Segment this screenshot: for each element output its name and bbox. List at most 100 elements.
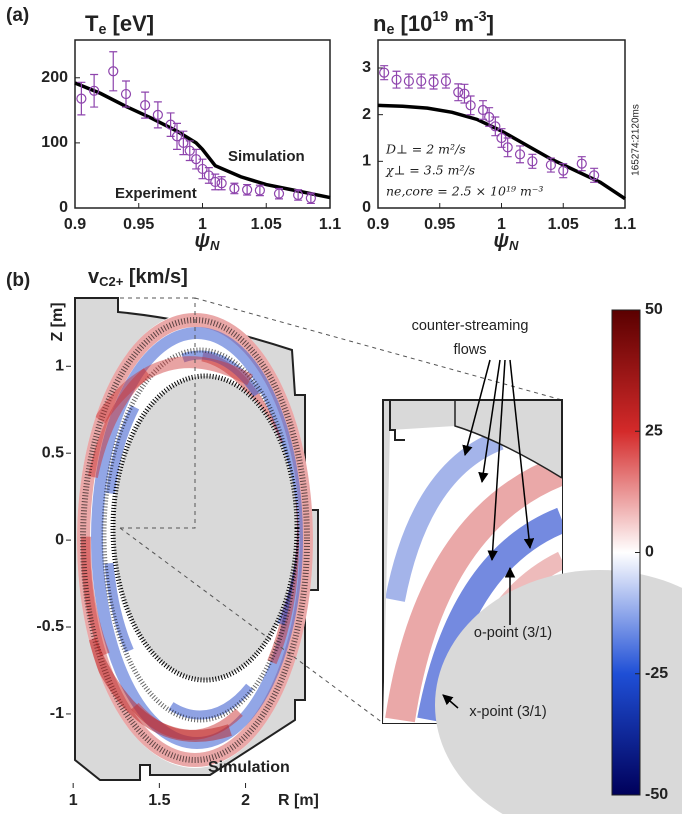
x-tick-label: 1.5 (148, 792, 170, 809)
error-bar (516, 145, 525, 164)
error-bar (392, 70, 401, 89)
error-bar (454, 83, 463, 102)
annotation: o-point (3/1) (474, 625, 552, 641)
x-axis-label-part: N (210, 238, 220, 253)
annotation: ne,core = 2.5 × 10¹⁹ m⁻³ (386, 184, 543, 199)
chart-title: ne [1019 m-3] (373, 9, 494, 38)
data-point (171, 131, 183, 142)
x-axis-label-part: N (509, 238, 519, 253)
chart-title-part: e (98, 22, 106, 38)
x-axis-label-part: ψ (494, 230, 510, 252)
error-bar (478, 100, 487, 120)
chart-title-part: m (448, 11, 474, 36)
colorbar-tick-label: -50 (645, 786, 668, 803)
y-tick-label: 1 (362, 153, 371, 170)
data-point (391, 74, 402, 85)
data-point (242, 184, 253, 195)
data-point (558, 165, 569, 176)
y-tick-label: 0 (362, 199, 371, 216)
error-bar (230, 182, 239, 195)
data-point (428, 76, 439, 88)
data-point (514, 149, 526, 160)
error-bar (466, 95, 475, 116)
data-point (197, 163, 208, 175)
data-point (216, 178, 227, 189)
data-point (229, 183, 240, 194)
x-tick-label: 1 (198, 216, 207, 233)
x-tick-label: 0.9 (367, 216, 389, 233)
annotation: Simulation (228, 148, 305, 165)
chart-title-part: C (99, 274, 109, 289)
data-point (108, 66, 119, 77)
error-bar (192, 148, 201, 170)
error-bar (166, 112, 175, 137)
annotation: χ⊥ = 3.5 m²/s (385, 163, 475, 178)
error-bar (77, 81, 86, 116)
chart-title-part: 2+ (109, 274, 124, 289)
x-axis-label: ψN (195, 230, 220, 253)
colorbar-tick-label: 25 (645, 422, 663, 439)
x-tick-label: 1 (69, 792, 78, 809)
data-point (165, 119, 176, 130)
error-bar (243, 183, 252, 196)
data-point (152, 109, 163, 120)
error-bar (185, 140, 194, 162)
x-tick-label: 0.95 (123, 216, 154, 233)
x-tick-label: 1.05 (251, 216, 282, 233)
error-bar (204, 167, 213, 184)
data-point (490, 121, 501, 132)
x-tick-label: 1.1 (614, 216, 636, 233)
x-tick-label: 0.9 (64, 216, 86, 233)
data-point (477, 104, 489, 116)
colorbar-tick-label: 50 (645, 301, 663, 318)
annotation: x-point (3/1) (469, 704, 546, 720)
error-bar (497, 128, 506, 148)
y-tick-label: 200 (41, 69, 68, 86)
data-point (293, 189, 304, 201)
data-point (89, 85, 100, 96)
x-axis-label: ψN (494, 230, 519, 253)
error-bar (141, 91, 150, 119)
data-point (545, 159, 557, 171)
annotation: Simulation (208, 759, 290, 776)
chart-title-part: ] (487, 11, 494, 36)
x-tick-label: 1.05 (548, 216, 579, 233)
x-tick-label: 1 (497, 216, 506, 233)
chart-title: vC2+ [km/s] (88, 266, 188, 289)
x-axis-label: R [m] (278, 792, 319, 809)
error-bar (109, 51, 118, 92)
data-point (502, 142, 513, 153)
data-point (210, 176, 221, 188)
data-point (416, 75, 427, 87)
annotation: counter-streaming (412, 318, 529, 334)
y-tick-label: 0 (55, 531, 64, 548)
panel-label: (a) (6, 5, 29, 26)
error-bar (306, 192, 315, 205)
annotation: Experiment (115, 185, 197, 202)
data-point (184, 145, 195, 156)
error-bar (153, 101, 162, 129)
error-bar (485, 107, 494, 127)
error-bar (275, 187, 283, 200)
y-tick-label: -1 (50, 705, 64, 722)
chart-title-part: [10 (394, 11, 432, 36)
zoom-guide (119, 297, 563, 724)
x-tick-label: 2 (241, 792, 250, 809)
chart-title-part: [eV] (106, 11, 154, 36)
y-tick-label: 3 (362, 59, 371, 76)
data-point (203, 170, 214, 181)
data-point (465, 100, 476, 111)
data-point (76, 93, 87, 104)
data-point (527, 156, 538, 167)
x-tick-label: 1.1 (319, 216, 341, 233)
error-bar (179, 130, 188, 156)
x-axis-label-part: ψ (195, 230, 211, 252)
chart-title-part: e (386, 22, 394, 38)
error-bar (173, 122, 181, 150)
line (74, 81, 331, 200)
y-tick-label: 100 (41, 134, 68, 151)
x-tick-label: 0.95 (424, 216, 455, 233)
data-point (140, 100, 151, 111)
y-tick-label: 0 (59, 199, 68, 216)
